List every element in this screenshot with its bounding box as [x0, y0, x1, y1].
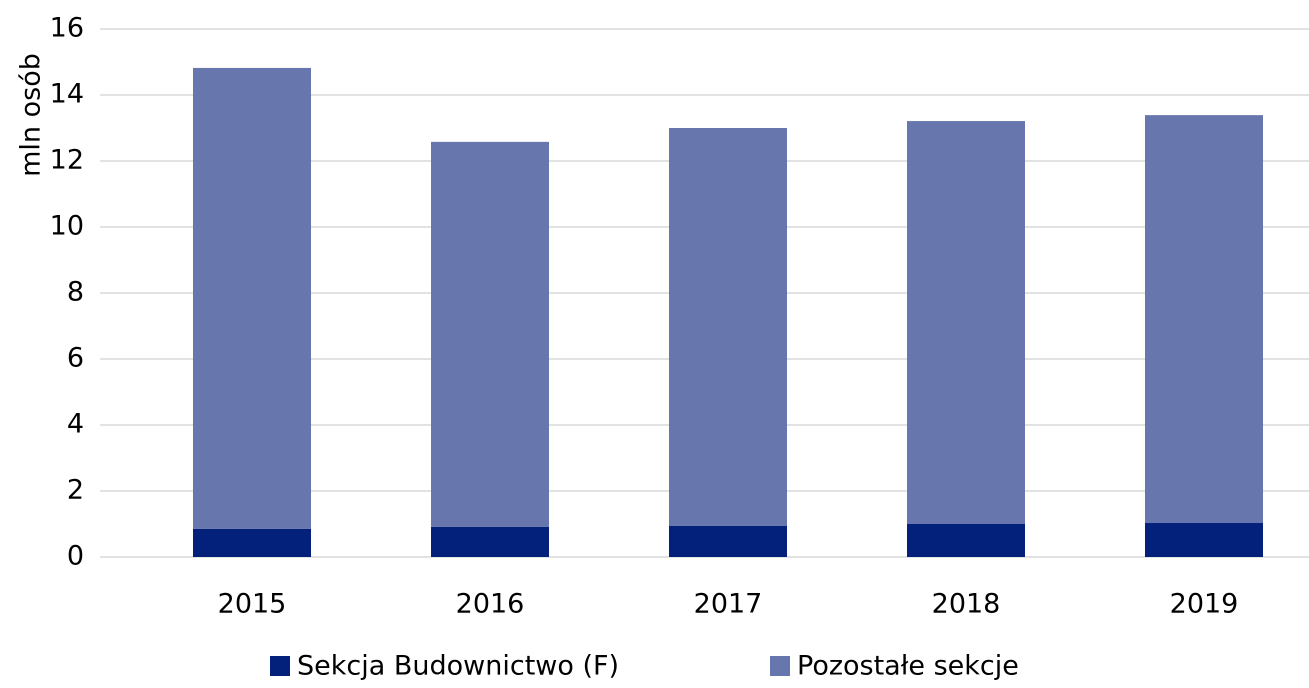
bar-segment — [907, 121, 1025, 524]
x-tick-label: 2019 — [1170, 589, 1239, 620]
legend-swatch — [270, 656, 290, 676]
legend-swatch — [770, 656, 790, 676]
x-tick-label: 2015 — [218, 589, 287, 620]
y-tick-label: 0 — [67, 541, 84, 572]
y-axis-label: mln osób — [16, 53, 47, 177]
y-tick-label: 4 — [67, 409, 84, 440]
y-tick-label: 6 — [67, 343, 84, 374]
bar-segment — [193, 528, 311, 557]
bar-segment — [193, 67, 311, 529]
y-tick-label: 10 — [50, 211, 84, 242]
bar-segment — [669, 128, 787, 526]
x-tick-label: 2017 — [694, 589, 763, 620]
bar-segment — [1145, 523, 1263, 557]
legend-label: Sekcja Budownictwo (F) — [297, 651, 619, 682]
bar-segment — [431, 526, 549, 557]
bar-segment — [669, 525, 787, 557]
y-tick-label: 12 — [50, 145, 84, 176]
bar-segment — [431, 141, 549, 527]
y-tick-label: 14 — [50, 79, 84, 110]
y-tick-label: 16 — [50, 13, 84, 44]
bar-segment — [1145, 115, 1263, 524]
x-tick-label: 2016 — [456, 589, 525, 620]
bar-segment — [907, 524, 1025, 557]
legend-label: Pozostałe sekcje — [797, 651, 1019, 682]
y-tick-label: 8 — [67, 277, 84, 308]
y-tick-label: 2 — [67, 475, 84, 506]
x-tick-label: 2018 — [932, 589, 1001, 620]
